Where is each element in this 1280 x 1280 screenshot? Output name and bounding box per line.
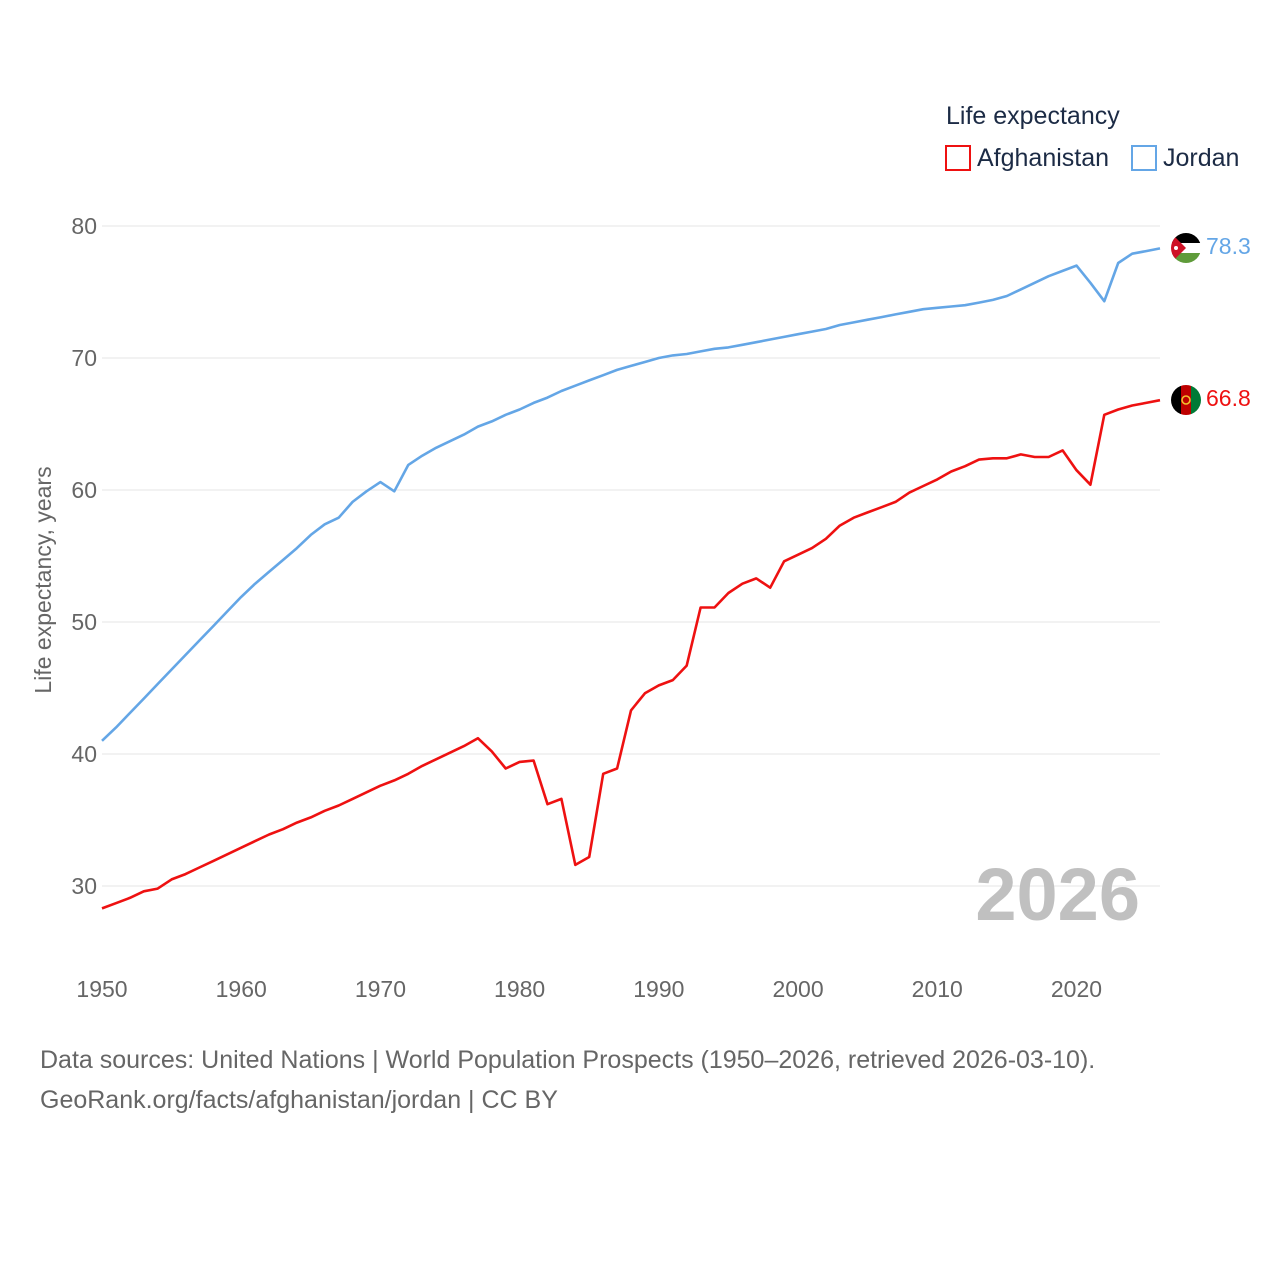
- source-link[interactable]: GeoRank.org/facts/afghanistan/jordan | C…: [40, 1086, 558, 1114]
- legend-item-jordan[interactable]: Jordan: [1131, 144, 1239, 172]
- y-tick-label: 60: [71, 477, 97, 503]
- x-tick-label: 1990: [633, 976, 684, 1002]
- footer: Data sources: United Nations | World Pop…: [40, 1040, 1095, 1120]
- end-value-afghanistan: 66.8: [1206, 385, 1251, 411]
- legend-label-jordan: Jordan: [1163, 144, 1239, 172]
- legend: Life expectancy Afghanistan Jordan: [945, 102, 1239, 172]
- y-tick-label: 50: [71, 609, 97, 635]
- y-axis: 30 40 50 60 70 80: [71, 213, 97, 899]
- x-tick-label: 1960: [216, 976, 267, 1002]
- end-value-jordan: 78.3: [1206, 233, 1251, 259]
- series-line-jordan: [101, 247, 1161, 742]
- x-tick-label: 1970: [355, 976, 406, 1002]
- x-tick-label: 2000: [772, 976, 823, 1002]
- line-chart: Life expectancy Afghanistan Jordan Life …: [30, 102, 1251, 1002]
- legend-swatch-jordan: [1131, 145, 1157, 171]
- x-axis: 1950 1960 1970 1980 1990 2000 2010 2020: [76, 976, 1102, 1002]
- x-tick-label: 2020: [1051, 976, 1102, 1002]
- legend-label-afghanistan: Afghanistan: [977, 144, 1109, 172]
- legend-item-afghanistan[interactable]: Afghanistan: [945, 144, 1109, 172]
- series-line-afghanistan: [101, 398, 1161, 910]
- y-tick-label: 80: [71, 213, 97, 239]
- year-watermark: 2026: [975, 853, 1140, 936]
- legend-swatch-afghanistan: [945, 145, 971, 171]
- gridlines: [102, 225, 1160, 887]
- x-tick-label: 1950: [76, 976, 127, 1002]
- x-tick-label: 1980: [494, 976, 545, 1002]
- y-tick-label: 30: [71, 873, 97, 899]
- legend-title: Life expectancy: [946, 102, 1120, 130]
- data-sources-text: Data sources: United Nations | World Pop…: [40, 1046, 1096, 1074]
- jordan-flag-icon: [1171, 233, 1201, 263]
- afghanistan-flag-icon: [1171, 385, 1201, 415]
- x-tick-label: 2010: [912, 976, 963, 1002]
- y-axis-title: Life expectancy, years: [30, 466, 56, 693]
- y-tick-label: 40: [71, 741, 97, 767]
- y-tick-label: 70: [71, 345, 97, 371]
